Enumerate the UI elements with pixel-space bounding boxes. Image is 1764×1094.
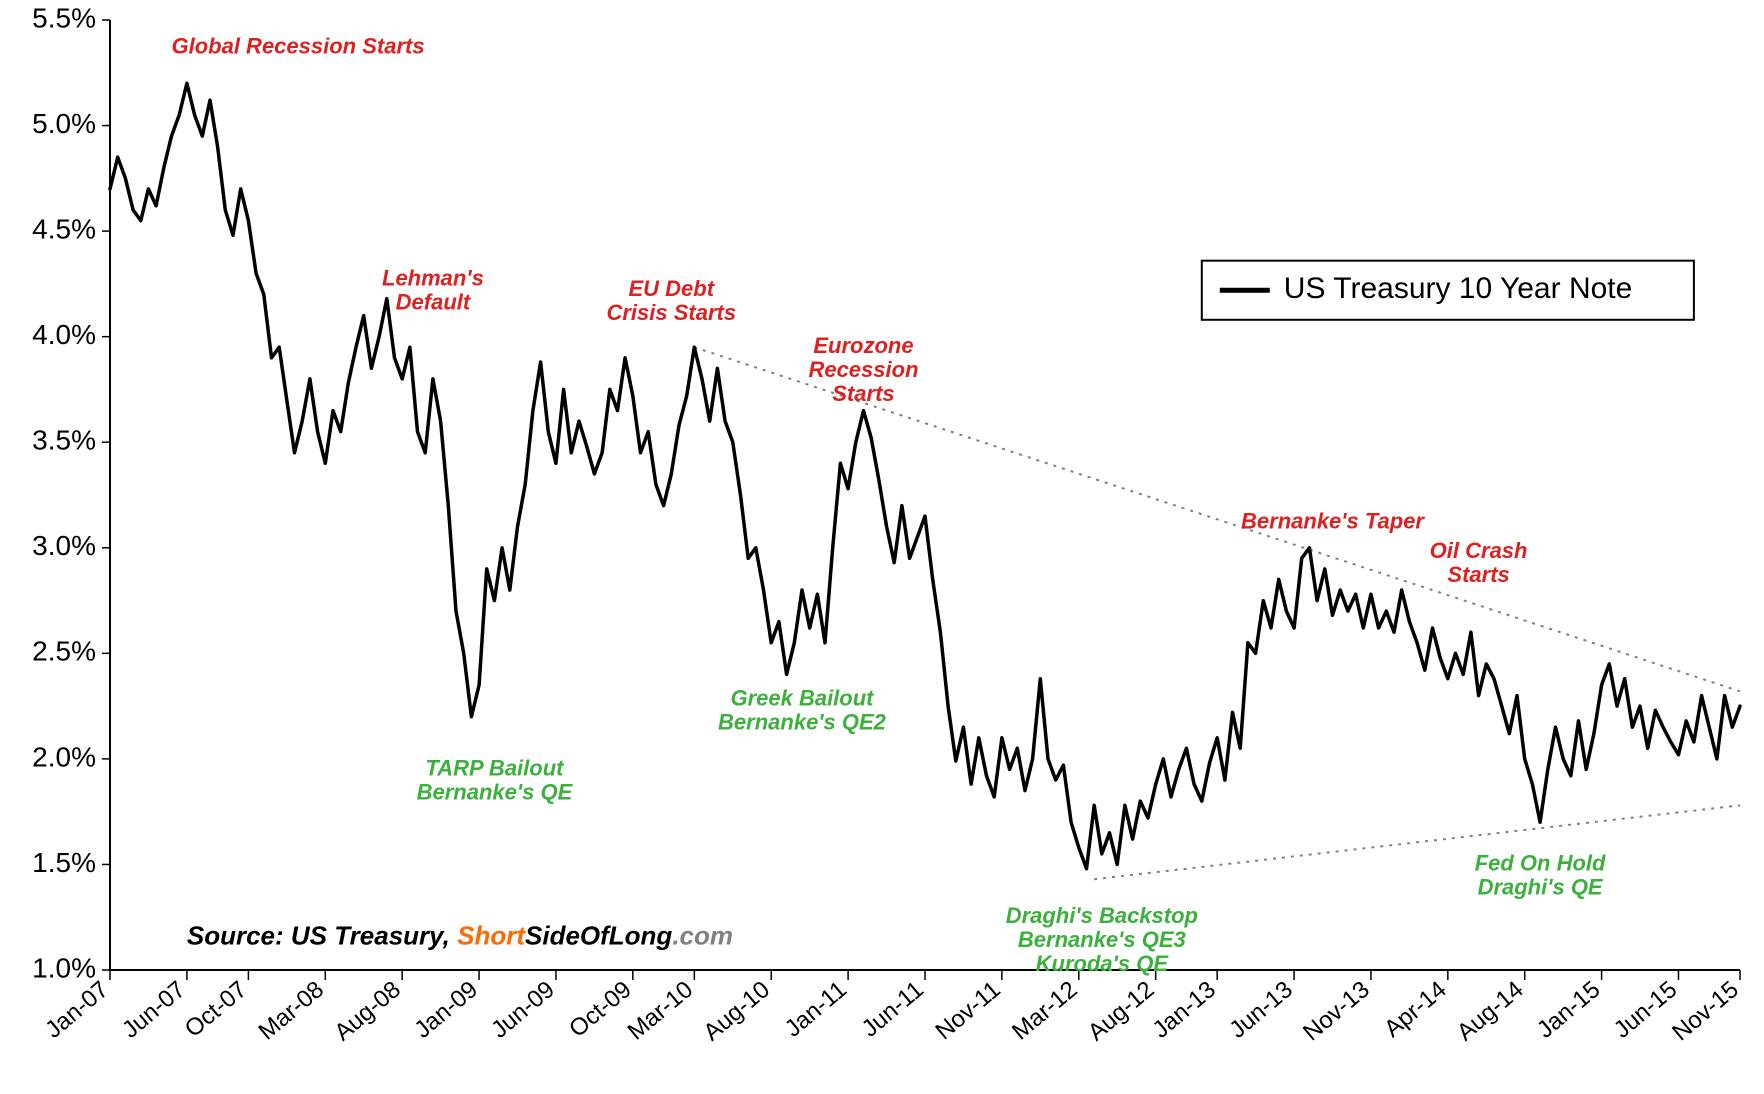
x-tick-label: Jun-13 [1224, 976, 1298, 1044]
annotation: Lehman's [382, 265, 484, 290]
annotation: Global Recession Starts [172, 33, 425, 58]
y-tick-label: 5.0% [32, 108, 96, 139]
annotation: Kuroda's QE [1036, 951, 1170, 976]
x-tick-label: Nov-11 [930, 976, 1005, 1045]
x-tick-label: Jun-09 [486, 976, 560, 1044]
chart-container: 1.0% 1.5% 2.0% 2.5% 3.0% 3.5% 4.0% 4.5% 5.0% 5.5%… [0, 0, 1764, 1094]
y-tick-label: 5.5% [32, 2, 96, 33]
annotation: Starts [1447, 562, 1509, 587]
x-tick-label: Apr-14 [1379, 976, 1452, 1043]
chart-svg: 1.0% 1.5% 2.0% 2.5% 3.0% 3.5% 4.0% 4.5% 5.0% 5.5%… [0, 0, 1764, 1094]
series-line [110, 83, 1740, 868]
source-credit: Source: US Treasury, ShortSideOfLong.com [187, 921, 733, 951]
y-tick-label: 1.0% [32, 952, 96, 983]
x-tick-label: Oct-07 [180, 976, 253, 1043]
x-tick-label: Mar-08 [254, 976, 330, 1046]
x-tick-label: Jan-09 [409, 976, 483, 1044]
annotation: Bernanke's QE2 [718, 710, 887, 735]
x-tick-label: Jan-11 [780, 976, 852, 1043]
annotation: Draghi's Backstop [1006, 903, 1198, 928]
x-tick-label: Oct-09 [564, 976, 637, 1043]
x-tick-label: Jun-07 [117, 976, 191, 1044]
annotation: Recession [808, 357, 918, 382]
annotation: Starts [832, 381, 894, 406]
annotation: Draghi's QE [1478, 874, 1604, 899]
annotation: Default [396, 289, 472, 314]
x-tick-label: Aug-12 [1083, 976, 1160, 1046]
annotation: Bernanke's QE [417, 779, 574, 804]
y-tick-label: 1.5% [32, 847, 96, 878]
annotation: EU Debt [628, 276, 715, 301]
y-tick-label: 4.0% [32, 319, 96, 350]
x-tick-label: Jan-15 [1532, 976, 1606, 1044]
x-tick-label: Nov-13 [1298, 976, 1375, 1046]
y-tick-label: 2.5% [32, 636, 96, 667]
x-tick-label: Nov-15 [1667, 976, 1744, 1046]
x-tick-label: Mar-10 [623, 976, 699, 1046]
legend-label: US Treasury 10 Year Note [1284, 272, 1633, 305]
x-tick-label: Jun-11 [857, 976, 929, 1043]
annotation: Crisis Starts [606, 300, 736, 325]
x-tick-label: Jan-07 [40, 976, 114, 1044]
annotation: TARP Bailout [425, 755, 565, 780]
annotation: Oil Crash [1430, 538, 1528, 563]
x-tick-label: Jan-13 [1147, 976, 1221, 1044]
annotation: Fed On Hold [1475, 850, 1606, 875]
annotation: Bernanke's QE3 [1018, 927, 1186, 952]
y-tick-label: 3.5% [32, 425, 96, 456]
annotation: Eurozone [813, 333, 913, 358]
trendline [1094, 805, 1740, 879]
x-tick-label: Aug-10 [698, 976, 775, 1046]
x-tick-label: Mar-12 [1007, 976, 1083, 1046]
annotation: Bernanke's Taper [1241, 508, 1425, 533]
x-tick-label: Aug-08 [329, 976, 406, 1046]
y-tick-label: 3.0% [32, 530, 96, 561]
y-tick-label: 4.5% [32, 214, 96, 245]
x-tick-label: Aug-14 [1452, 976, 1529, 1046]
annotation: Greek Bailout [730, 686, 875, 711]
x-tick-label: Jun-15 [1609, 976, 1683, 1044]
y-tick-label: 2.0% [32, 741, 96, 772]
